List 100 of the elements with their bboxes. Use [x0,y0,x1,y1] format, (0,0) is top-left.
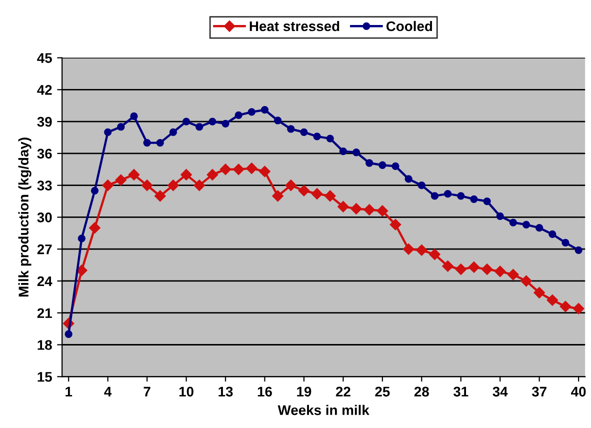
point [416,244,428,256]
point [206,169,218,180]
y-tick-label: 45 [37,53,52,63]
point [234,111,242,119]
point [378,161,386,169]
point [115,174,126,186]
y-tick-label: 33 [37,180,52,191]
point [494,266,506,278]
y-tick-label: 21 [37,308,52,318]
point [90,186,99,194]
y-tick-label: 27 [37,244,52,254]
point [418,182,426,190]
point [128,169,140,180]
point [496,212,504,220]
point [376,205,388,216]
point [64,330,72,338]
point [311,188,323,200]
x-tick-label: 1 [66,386,72,396]
point [534,287,545,298]
point [168,180,179,191]
point [483,197,491,206]
point [326,134,334,142]
point [154,190,166,202]
point [298,185,310,196]
point [442,260,454,272]
point [350,203,362,214]
point [260,106,269,114]
point [169,128,178,136]
point [156,138,164,147]
point [220,164,232,175]
y-tick-label: 36 [37,148,52,159]
y-tick-label: 42 [37,85,52,95]
point [285,180,296,191]
x-axis-title: Weeks in milk [278,404,370,416]
point [548,230,556,238]
point [78,234,86,242]
x-tick-label: 19 [297,386,312,397]
point [141,180,153,191]
point [313,132,321,140]
point [208,118,216,126]
point [338,200,349,212]
point [117,123,125,131]
point [246,162,258,174]
point [404,175,412,183]
x-tick-label: 31 [453,386,468,397]
point [509,218,517,226]
x-tick-label: 40 [571,386,586,397]
point [248,108,256,116]
point [455,264,466,275]
point [457,192,465,200]
point [339,147,348,156]
point [402,243,414,255]
point [364,204,375,216]
point [536,224,544,232]
point [572,303,584,314]
y-axis-title: Milk production (kg/day) [18,138,32,297]
point [287,125,295,133]
point [352,148,360,156]
point [468,262,480,273]
point [194,180,205,191]
point [76,264,88,276]
x-tick-label: 22 [336,386,350,396]
point [390,219,402,230]
point [102,180,114,191]
x-tick-label: 16 [258,386,272,397]
y-tick-label: 18 [38,340,52,350]
point [574,246,582,254]
point [222,120,230,128]
x-tick-label: 4 [104,386,112,396]
point [130,112,138,120]
point [392,162,400,170]
x-tick-label: 34 [492,386,508,397]
point [562,238,570,247]
x-tick-label: 7 [144,386,150,396]
x-tick-label: 25 [375,386,390,397]
point [104,128,112,136]
point [180,169,192,180]
point [522,220,530,228]
legend-label: Heat stressed [250,20,340,32]
y-tick-label: 24 [37,276,52,286]
point [300,128,308,136]
y-tick-label: 30 [37,212,52,222]
point [143,138,151,147]
y-tick-label: 39 [37,116,52,127]
x-tick-label: 37 [532,386,546,397]
point [470,195,478,203]
y-tick-label: 15 [38,372,52,382]
x-tick-label: 28 [414,386,429,397]
point [444,190,452,198]
point [429,248,440,260]
point [520,275,532,287]
point [182,118,190,126]
point [196,123,204,131]
x-tick-label: 10 [179,386,194,397]
point [89,222,100,234]
point [546,294,558,306]
point [481,264,493,275]
point [366,159,374,167]
point [430,192,439,200]
point [324,190,336,202]
